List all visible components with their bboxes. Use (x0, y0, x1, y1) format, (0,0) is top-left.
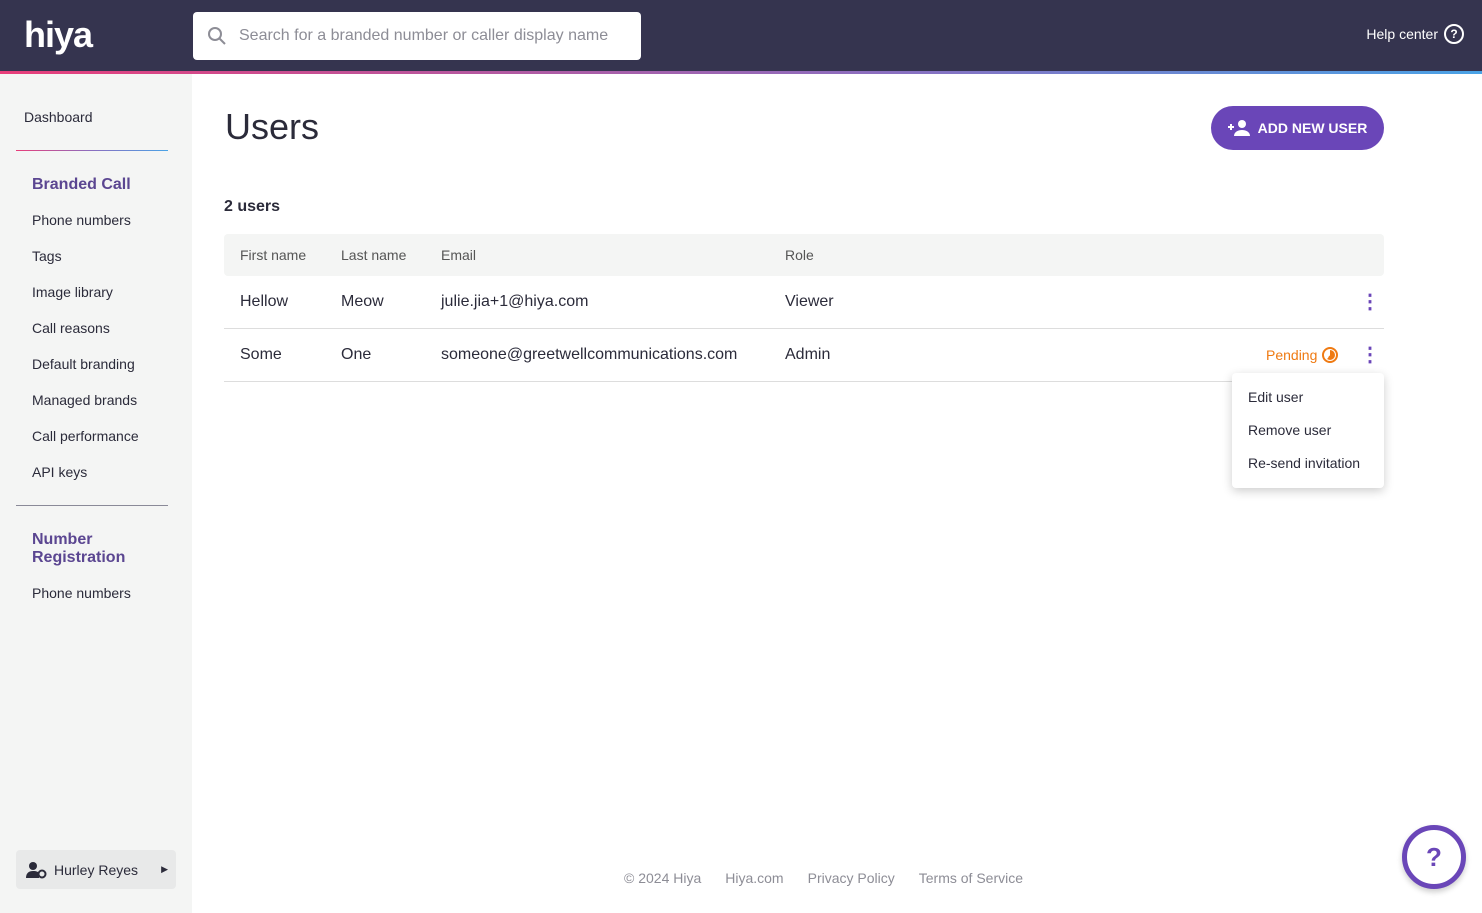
help-center-link[interactable]: Help center? (1366, 24, 1464, 44)
sidebar-item-nr-phone-numbers[interactable]: Phone numbers (32, 585, 131, 601)
table-header: First name Last name Email Role (224, 234, 1384, 276)
role: Admin (785, 346, 831, 363)
hiya-logo[interactable]: hiya (24, 14, 93, 55)
first-name: Some (240, 346, 282, 363)
section-number-registration: Number Registration (32, 531, 125, 567)
table-row: Some One someone@greetwellcommunications… (224, 329, 1384, 382)
footer-link-privacy[interactable]: Privacy Policy (807, 870, 895, 886)
header-divider (0, 71, 1482, 74)
search-icon (208, 27, 226, 45)
column-email[interactable]: Email (441, 247, 477, 263)
user-account-button[interactable]: Hurley Reyes ▶ (16, 850, 176, 889)
pending-clock-icon (1322, 347, 1339, 363)
section-title-line: Registration (32, 549, 126, 566)
email: julie.jia+1@hiya.com (441, 293, 589, 310)
user-settings-icon (26, 861, 47, 878)
sidebar-item-managed-brands[interactable]: Managed brands (32, 392, 138, 408)
user-name: Hurley Reyes (54, 861, 139, 878)
table-row: Hellow Meow julie.jia+1@hiya.com Viewer … (224, 276, 1384, 329)
divider (16, 505, 168, 506)
footer-link-hiya[interactable]: Hiya.com (725, 870, 784, 886)
role: Viewer (785, 293, 834, 310)
add-new-user-button[interactable]: ADD NEW USER (1211, 106, 1384, 150)
sidebar: Dashboard Branded Call Phone numbers Tag… (0, 74, 192, 913)
menu-item-edit-user[interactable]: Edit user (1248, 389, 1304, 405)
add-user-icon (1227, 120, 1250, 136)
search-box[interactable] (193, 12, 641, 60)
email: someone@greetwellcommunications.com (441, 346, 738, 363)
status-badge: Pending (1266, 347, 1339, 363)
chat-help-button[interactable]: ? (1402, 825, 1466, 889)
user-count: 2 users (224, 198, 281, 215)
page-title: Users (225, 106, 320, 147)
sidebar-item-dashboard[interactable]: Dashboard (24, 109, 93, 125)
help-label: Help center (1366, 26, 1438, 42)
last-name: One (341, 346, 372, 363)
menu-item-remove-user[interactable]: Remove user (1248, 422, 1332, 438)
sidebar-item-image-library[interactable]: Image library (32, 284, 113, 300)
sidebar-item-call-reasons[interactable]: Call reasons (32, 320, 110, 336)
more-options-icon[interactable]: ⋮ (1360, 291, 1380, 313)
question-icon: ? (1444, 24, 1464, 44)
more-options-icon[interactable]: ⋮ (1360, 344, 1380, 366)
column-role[interactable]: Role (785, 247, 814, 263)
section-title-line: Number (32, 531, 93, 548)
section-branded-call: Branded Call (32, 176, 131, 193)
copyright: © 2024 Hiya (624, 870, 702, 886)
add-new-user-label: ADD NEW USER (1257, 120, 1368, 136)
first-name: Hellow (240, 293, 289, 310)
status-label: Pending (1266, 347, 1318, 363)
search-input[interactable] (239, 27, 629, 45)
sidebar-item-default-branding[interactable]: Default branding (32, 356, 135, 372)
column-first-name[interactable]: First name (240, 247, 307, 263)
sidebar-item-call-performance[interactable]: Call performance (32, 428, 139, 444)
footer: © 2024 Hiya Hiya.com Privacy Policy Term… (624, 870, 1023, 886)
divider (16, 150, 168, 151)
sidebar-item-phone-numbers[interactable]: Phone numbers (32, 212, 131, 228)
row-actions-menu: Edit user Remove user Re-send invitation (1232, 373, 1384, 488)
chat-question-icon: ? (1426, 841, 1442, 872)
sidebar-item-tags[interactable]: Tags (32, 248, 62, 264)
column-last-name[interactable]: Last name (341, 247, 407, 263)
top-bar: hiya Help center? (0, 0, 1482, 71)
footer-link-terms[interactable]: Terms of Service (918, 870, 1023, 886)
menu-item-resend-invitation[interactable]: Re-send invitation (1248, 455, 1361, 471)
sidebar-item-api-keys[interactable]: API keys (32, 464, 88, 480)
caret-right-icon: ▶ (161, 864, 168, 874)
last-name: Meow (341, 293, 384, 310)
